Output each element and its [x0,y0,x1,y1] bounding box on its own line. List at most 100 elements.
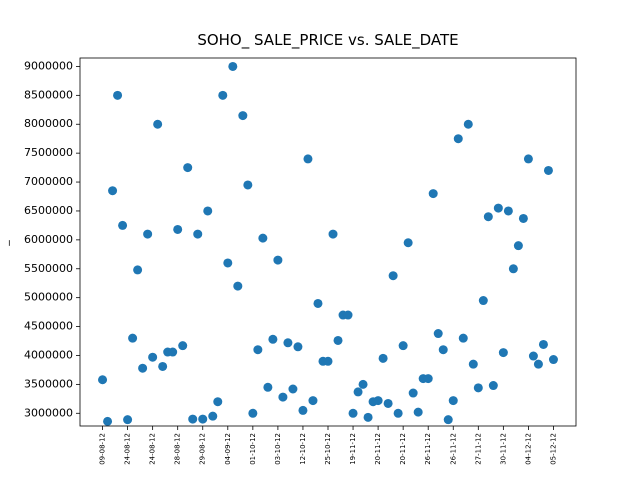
point [473,383,483,393]
point [263,382,273,392]
x-tick-label: 24-08-12 [124,433,132,465]
x-tick-label: 26-11-12 [449,433,457,465]
point [233,281,243,291]
y-tick-label: 9000000 [24,59,73,72]
point [398,341,408,351]
point [178,341,188,351]
point [458,333,468,343]
point [438,345,448,355]
point [393,408,403,418]
point [428,189,438,199]
point [158,361,168,371]
x-tick-label: 09-08-12 [99,433,107,465]
point [513,241,523,251]
x-tick-label: 03-10-12 [274,433,282,465]
point [138,363,148,373]
point [143,229,153,239]
x-tick-label: 27-11-12 [474,433,482,465]
point [303,154,313,164]
point [383,398,393,408]
y-tick-label: 8000000 [24,117,73,130]
point [528,351,538,361]
point [353,387,363,397]
point [153,119,163,129]
point [283,338,293,348]
point [408,388,418,398]
point [198,414,208,424]
point [413,407,423,417]
point [113,90,123,100]
point [403,238,413,248]
point [508,264,518,274]
x-tick-label: 05-12-12 [549,433,557,465]
point [493,203,503,213]
y-tick-label: 7500000 [24,146,73,159]
point [453,134,463,144]
point [423,374,433,384]
point [273,255,283,265]
y-tick-label: 3000000 [24,406,73,419]
point [108,186,118,196]
y-tick-label: 4000000 [24,348,73,361]
point [488,381,498,391]
point [268,334,278,344]
x-tick-label: 20-11-12 [374,433,382,465]
y-tick-label: 6000000 [24,233,73,246]
point [378,353,388,363]
plot-frame [79,57,577,427]
point [373,396,383,406]
y-tick-label: 6500000 [24,204,73,217]
x-tick-label: 04-09-12 [224,433,232,465]
point [253,345,263,355]
x-tick-label: 20-11-12 [399,433,407,465]
point [363,412,373,422]
x-tick-label: 25-10-12 [324,433,332,465]
point [358,379,368,389]
point [433,329,443,339]
point [313,298,323,308]
point [523,154,533,164]
point [103,416,113,426]
x-tick-label: 19-11-12 [349,433,357,465]
point [288,384,298,394]
point [518,213,528,223]
point [228,61,238,71]
point [278,392,288,402]
x-tick-label: 30-11-12 [499,433,507,465]
point [98,375,108,385]
x-tick-label: 04-12-12 [524,433,532,465]
point [323,356,333,366]
point [168,347,178,357]
point [388,271,398,281]
point [443,415,453,425]
point [148,352,158,362]
point [328,229,338,239]
point [118,220,128,230]
x-tick-label: 29-08-12 [199,433,207,465]
x-tick-label: 28-08-12 [174,433,182,465]
point [188,414,198,424]
point [218,90,228,100]
point [173,224,183,234]
point [348,408,358,418]
y-tick-label: 5000000 [24,291,73,304]
y-tick-label: 7000000 [24,175,73,188]
point [448,396,458,406]
point [308,396,318,406]
x-tick-label: 12-10-12 [299,433,307,465]
point [533,359,543,369]
point [203,206,213,216]
point [478,296,488,306]
point [343,310,353,320]
point [503,206,513,216]
point [123,415,133,425]
point [183,163,193,173]
point [468,359,478,369]
point [133,265,143,275]
point [548,355,558,365]
point [248,408,258,418]
point [193,229,203,239]
point [128,333,138,343]
